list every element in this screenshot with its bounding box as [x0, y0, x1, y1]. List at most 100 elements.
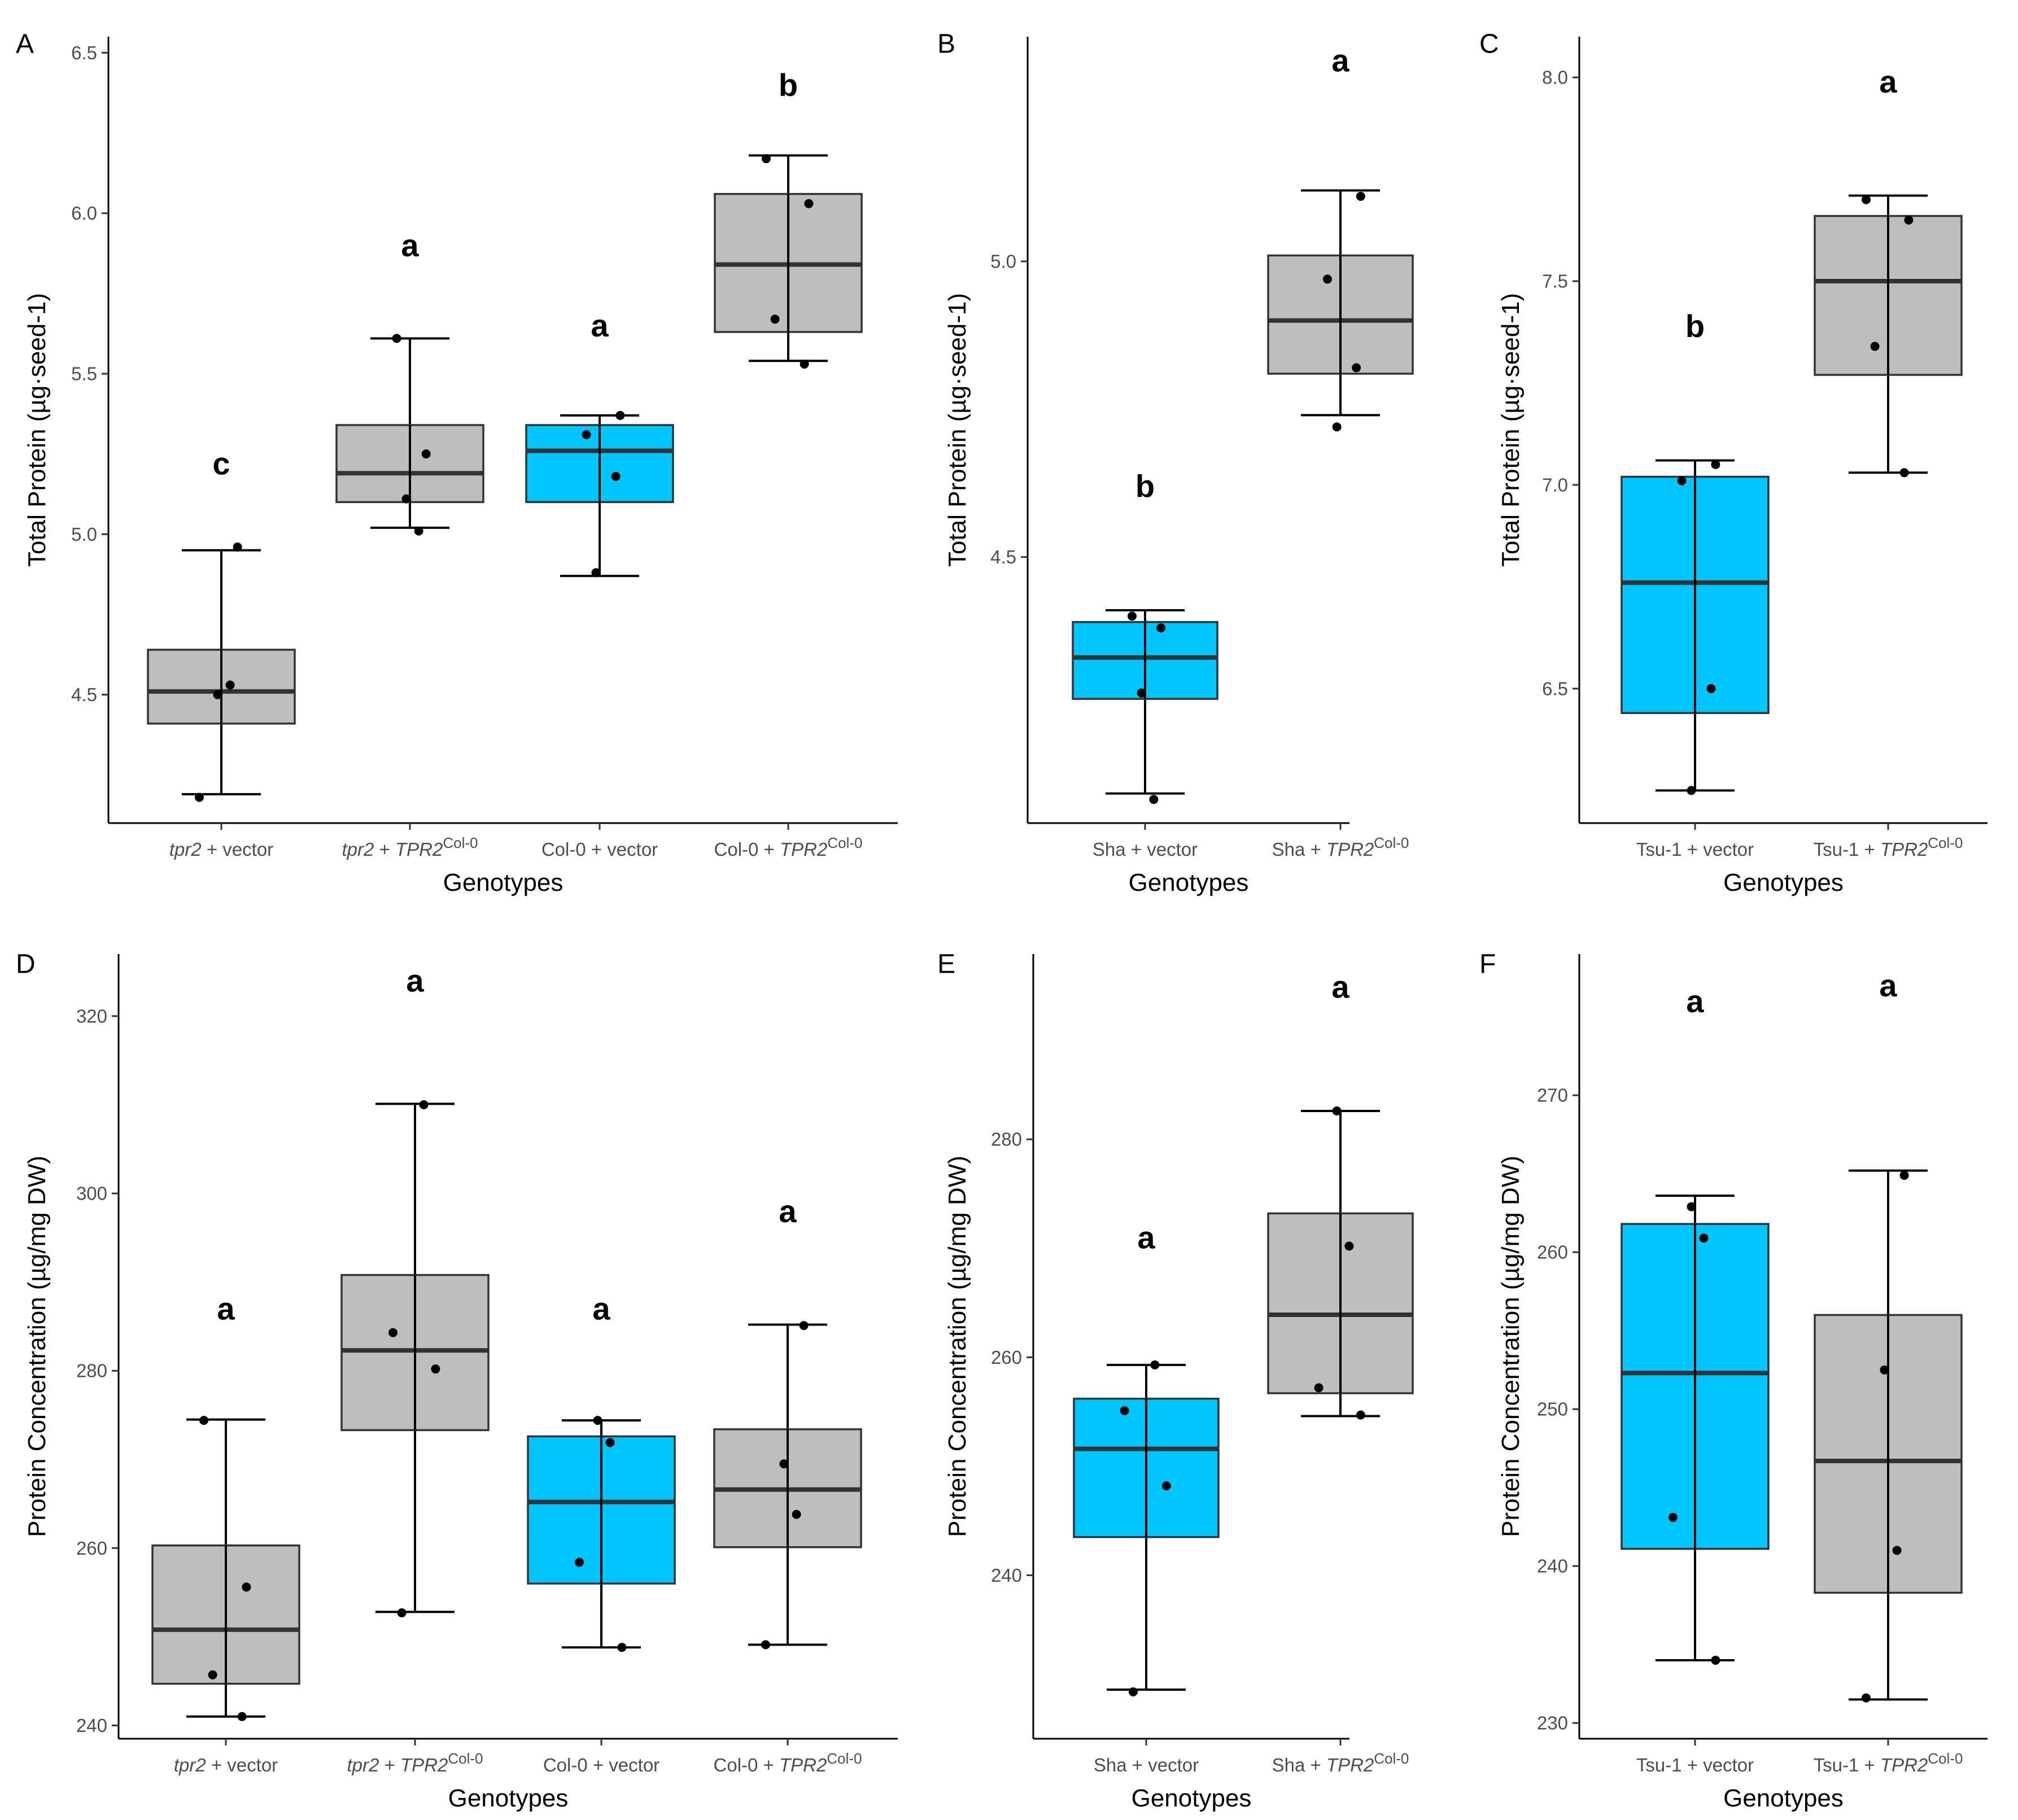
- data-point: [1711, 460, 1720, 469]
- x-tick-label: tpr2 + vector: [169, 839, 273, 860]
- data-point: [1314, 1383, 1324, 1393]
- box-group: Sha + vector b: [1072, 469, 1218, 860]
- data-point: [617, 1643, 627, 1652]
- significance-letter: a: [779, 1193, 797, 1229]
- data-point: [1892, 1546, 1902, 1555]
- y-tick-label: 270: [1537, 1085, 1568, 1106]
- x-axis-title: Genotypes: [448, 1784, 569, 1812]
- box-group: Col-0 + vector a: [527, 1291, 676, 1775]
- y-tick-label: 7.5: [1542, 271, 1568, 292]
- x-tick-label: Tsu-1 + TPR2Col-0: [1814, 834, 1963, 860]
- x-tick-label: Sha + vector: [1094, 1755, 1199, 1775]
- data-point: [593, 1416, 602, 1425]
- box-group: tpr2 + TPR2Col-0 a: [335, 228, 484, 860]
- data-point: [1127, 611, 1137, 621]
- x-tick-label: Col-0 + vector: [541, 839, 658, 860]
- data-point: [1161, 1481, 1171, 1491]
- y-tick-label: 300: [76, 1183, 107, 1204]
- x-axis-title: Genotypes: [443, 869, 564, 896]
- data-point: [414, 526, 423, 536]
- data-point: [1699, 1233, 1709, 1243]
- data-point: [1156, 623, 1166, 633]
- data-point: [770, 314, 780, 324]
- x-axis-title: Genotypes: [1723, 1784, 1844, 1812]
- box-group: tpr2 + TPR2Col-0 a: [340, 963, 490, 1775]
- panel-f: F 230 240 250 260 270 Protein Concentration (µ…: [1479, 950, 1988, 1812]
- y-tick-label: 250: [1537, 1399, 1568, 1420]
- y-axis-title: Protein Concentration (µg/mg DW): [1497, 1156, 1525, 1537]
- data-point: [1687, 1202, 1696, 1211]
- x-tick-label: Sha + TPR2Col-0: [1272, 834, 1409, 860]
- y-tick-label: 5.5: [71, 364, 97, 384]
- data-point: [1668, 1513, 1678, 1523]
- box-group: Tsu-1 + vector a: [1620, 983, 1770, 1775]
- x-tick-label: tpr2 + TPR2Col-0: [342, 834, 478, 860]
- data-point: [1356, 191, 1365, 201]
- box-group: Sha + TPR2Col-0 a: [1267, 969, 1414, 1775]
- significance-letter: a: [406, 963, 424, 999]
- data-point: [799, 1321, 809, 1331]
- data-point: [1120, 1406, 1129, 1415]
- data-point: [388, 1328, 398, 1337]
- y-tick-label: 240: [76, 1715, 107, 1736]
- data-point: [1870, 342, 1880, 351]
- data-point: [611, 471, 621, 481]
- data-point: [421, 449, 431, 459]
- y-tick-label: 7.0: [1542, 474, 1568, 495]
- y-tick-label: 6.5: [71, 42, 97, 63]
- data-point: [1149, 795, 1159, 804]
- y-tick-label: 4.5: [990, 546, 1016, 567]
- data-point: [804, 199, 814, 208]
- y-tick-label: 240: [1537, 1556, 1568, 1577]
- data-point: [1862, 195, 1871, 204]
- significance-letter: a: [401, 228, 419, 263]
- significance-letter: a: [1331, 969, 1349, 1004]
- box-group: Col-0 + vector a: [525, 308, 674, 860]
- significance-letter: b: [1135, 469, 1155, 504]
- data-point: [233, 542, 242, 552]
- panel-a: A 4.5 5.0 5.5 6.0 6.5 Total Protein (µg·seed-1…: [16, 29, 898, 896]
- y-tick-label: 280: [991, 1129, 1022, 1150]
- data-point: [1711, 1656, 1720, 1665]
- significance-letter: b: [1685, 308, 1705, 344]
- significance-letter: b: [779, 67, 798, 103]
- x-axis-title: Genotypes: [1132, 1784, 1252, 1812]
- y-tick-label: 230: [1537, 1713, 1568, 1734]
- y-tick-label: 260: [991, 1347, 1022, 1368]
- x-tick-label: Tsu-1 + vector: [1636, 839, 1754, 860]
- y-tick-label: 260: [1537, 1242, 1568, 1263]
- panel-label: D: [16, 950, 36, 979]
- panel-c: C 6.5 7.0 7.5 8.0 Total Protein (µg·seed-1) Ge…: [1479, 29, 1988, 896]
- panel-label: E: [937, 950, 955, 979]
- data-point: [431, 1364, 440, 1374]
- data-point: [208, 1670, 217, 1679]
- data-point: [1706, 684, 1716, 693]
- data-point: [1356, 1410, 1365, 1420]
- panel-label: C: [1479, 29, 1499, 59]
- y-tick-label: 6.0: [71, 203, 97, 224]
- panel-d: D 240 260 280 300 320 Protein Concentration (µ…: [16, 950, 898, 1812]
- y-tick-label: 240: [991, 1565, 1022, 1586]
- panel-b: B 4.5 5.0 Total Protein (µg·seed-1) Genotype…: [937, 29, 1414, 896]
- x-tick-label: Col-0 + TPR2Col-0: [714, 1750, 862, 1775]
- data-point: [199, 1416, 208, 1425]
- box-group: Tsu-1 + TPR2Col-0 a: [1814, 968, 1963, 1775]
- data-point: [1332, 422, 1342, 432]
- y-tick-label: 8.0: [1542, 67, 1568, 88]
- panel-e: E 240 260 280 Protein Concentration (µg/mg D…: [937, 950, 1414, 1812]
- panel-label: B: [937, 29, 955, 59]
- data-point: [419, 1100, 429, 1110]
- data-point: [1677, 476, 1687, 485]
- x-tick-label: tpr2 + vector: [174, 1755, 278, 1775]
- data-point: [1862, 1693, 1871, 1703]
- box-group: Col-0 + TPR2Col-0 b: [714, 67, 863, 860]
- data-point: [762, 154, 771, 164]
- panel-label: F: [1479, 950, 1496, 979]
- y-tick-label: 5.0: [71, 524, 97, 545]
- x-tick-label: Tsu-1 + vector: [1636, 1755, 1754, 1775]
- significance-letter: a: [1686, 983, 1704, 1019]
- data-point: [1332, 1106, 1342, 1115]
- box-group: tpr2 + vector c: [147, 446, 296, 860]
- y-tick-label: 5.0: [990, 251, 1016, 272]
